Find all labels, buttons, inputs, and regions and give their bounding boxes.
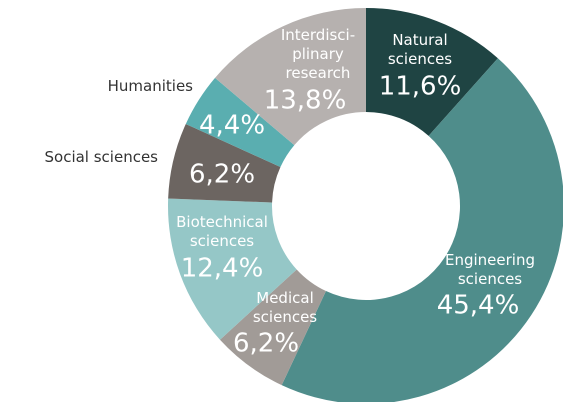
slice-name: Biotechnical sciences — [176, 213, 268, 250]
slice-name: Interdisci-plinary research — [281, 26, 355, 82]
donut-slice — [215, 8, 366, 146]
slice-name: Social sciences — [45, 148, 159, 166]
slice-name: Natural sciences — [388, 31, 452, 68]
slice-value: 6,2% — [189, 160, 255, 190]
donut-slice — [219, 269, 326, 386]
donut-slice — [168, 198, 297, 340]
slice-value: 6,2% — [233, 329, 299, 359]
slice-value: 11,6% — [379, 72, 462, 102]
slice-name: Medical sciences — [253, 289, 317, 326]
slice-name: Engineering sciences — [445, 251, 535, 288]
donut-slice — [185, 77, 295, 168]
slice-value: 45,4% — [437, 291, 520, 321]
slice-name: Humanities — [108, 77, 194, 95]
slice-value: 12,4% — [181, 254, 264, 284]
slice-value: 4,4% — [199, 111, 265, 141]
slice-value: 13,8% — [264, 86, 347, 116]
donut-slice — [168, 123, 281, 203]
donut-slice — [281, 58, 563, 402]
donut-slice — [366, 8, 498, 136]
